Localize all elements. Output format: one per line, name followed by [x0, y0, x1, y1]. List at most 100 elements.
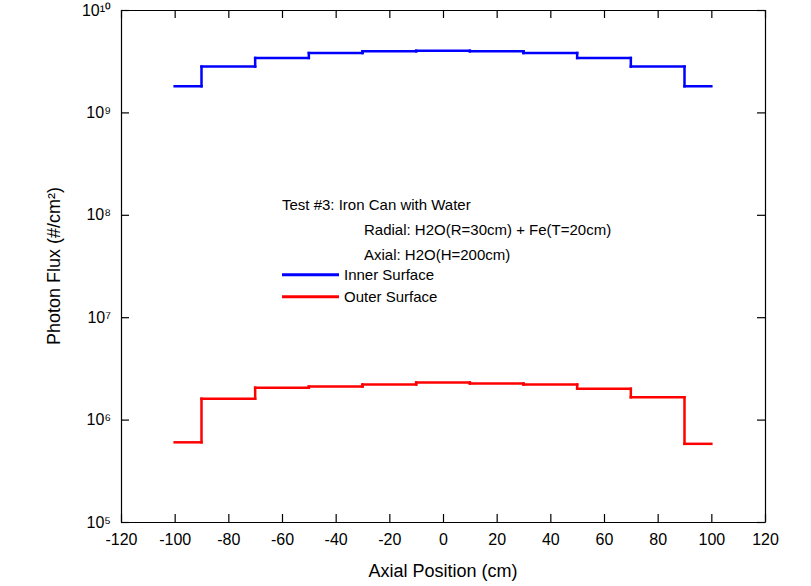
step-segment [631, 65, 685, 68]
chart: -120-100-80-60-40-2002040608010012010⁵10… [0, 0, 811, 586]
tick-mark [757, 522, 765, 523]
step-segment [416, 381, 470, 384]
tick-label: 0 [439, 531, 448, 548]
tick-label: 40 [542, 531, 560, 548]
tick-mark [497, 10, 498, 18]
tick-mark [175, 514, 176, 522]
step-riser [254, 58, 257, 67]
tick-mark [604, 514, 605, 522]
tick-mark [550, 10, 551, 18]
tick-mark [282, 514, 283, 522]
tick: -80 [217, 514, 240, 548]
tick-mark [389, 514, 390, 522]
tick: -60 [271, 514, 294, 548]
tick-mark [604, 10, 605, 18]
tick-label: -60 [271, 531, 294, 548]
tick: 20 [488, 514, 506, 548]
series [175, 383, 712, 444]
tick-mark [757, 112, 765, 113]
tick [497, 10, 498, 18]
tick-mark [711, 10, 712, 18]
step-riser [683, 67, 686, 87]
tick: 10⁹ [86, 104, 129, 121]
step-segment [202, 397, 256, 400]
tick [711, 10, 712, 18]
annotation: Test #3: Iron Can with WaterRadial: H2O(… [282, 196, 611, 263]
tick-mark [336, 10, 337, 18]
tick-mark [121, 215, 129, 216]
tick-mark [757, 420, 765, 421]
tick-mark [757, 317, 765, 318]
step-segment [631, 396, 685, 399]
tick [757, 317, 765, 318]
axis-line [765, 11, 766, 523]
tick-mark [443, 514, 444, 522]
tick [175, 10, 176, 18]
tick [757, 522, 765, 523]
step-segment [255, 386, 309, 389]
step-segment [524, 52, 578, 55]
step-segment [309, 385, 363, 388]
step-riser [200, 399, 203, 443]
step-segment [416, 49, 470, 52]
legend: Inner Surface Outer Surface [282, 266, 437, 305]
tick-label: -20 [378, 531, 401, 548]
legend-label: Inner Surface [344, 266, 434, 283]
step-segment [577, 388, 631, 391]
tick-mark [121, 420, 129, 421]
step-segment [685, 443, 712, 446]
tick-mark [497, 514, 498, 522]
tick-mark [121, 317, 129, 318]
axis [757, 11, 766, 523]
tick: 100 [698, 514, 725, 548]
tick: 10⁵ [87, 514, 129, 531]
annotation-text: Test #3: Iron Can with Water [282, 196, 471, 213]
tick-mark [550, 514, 551, 522]
step-segment [524, 383, 578, 386]
tick: 60 [596, 514, 614, 548]
tick-mark [121, 522, 129, 523]
tick: 10⁷ [87, 309, 129, 326]
step-segment [309, 52, 363, 55]
axis-line [122, 522, 766, 523]
tick-label: 10⁸ [86, 206, 111, 223]
tick-mark [228, 514, 229, 522]
step-riser [200, 67, 203, 87]
tick-mark [757, 10, 765, 11]
tick [757, 112, 765, 113]
tick-label: 20 [488, 531, 506, 548]
tick-label: 10⁷ [87, 309, 111, 326]
step-segment [470, 50, 524, 53]
tick [443, 10, 444, 18]
step-segment [363, 383, 417, 386]
plot-marks [175, 51, 712, 444]
tick-label: 10⁶ [87, 411, 111, 428]
y-axis-title: Photon Flux (#/cm²) [44, 187, 64, 345]
tick-label: 120 [752, 531, 779, 548]
tick-label: -40 [325, 531, 348, 548]
tick-label: 60 [596, 531, 614, 548]
tick: -40 [325, 514, 348, 548]
tick [389, 10, 390, 18]
tick-mark [282, 10, 283, 18]
tick: 40 [542, 514, 560, 548]
tick: 0 [439, 514, 448, 548]
tick-mark [658, 10, 659, 18]
series [175, 51, 712, 87]
step-segment [202, 65, 256, 68]
tick-mark [658, 514, 659, 522]
tick-mark [711, 514, 712, 522]
step-segment [363, 50, 417, 53]
tick [757, 420, 765, 421]
tick: -100 [159, 514, 191, 548]
tick [336, 10, 337, 18]
tick [658, 10, 659, 18]
step-segment [470, 382, 524, 385]
legend-item: Outer Surface [282, 288, 437, 305]
tick-label: -100 [159, 531, 191, 548]
legend-swatch [282, 295, 339, 298]
x-axis-title: Axial Position (cm) [368, 561, 517, 581]
tick: 10⁸ [86, 206, 129, 223]
tick-label: 10¹⁰ [82, 2, 111, 19]
tick-mark [228, 10, 229, 18]
